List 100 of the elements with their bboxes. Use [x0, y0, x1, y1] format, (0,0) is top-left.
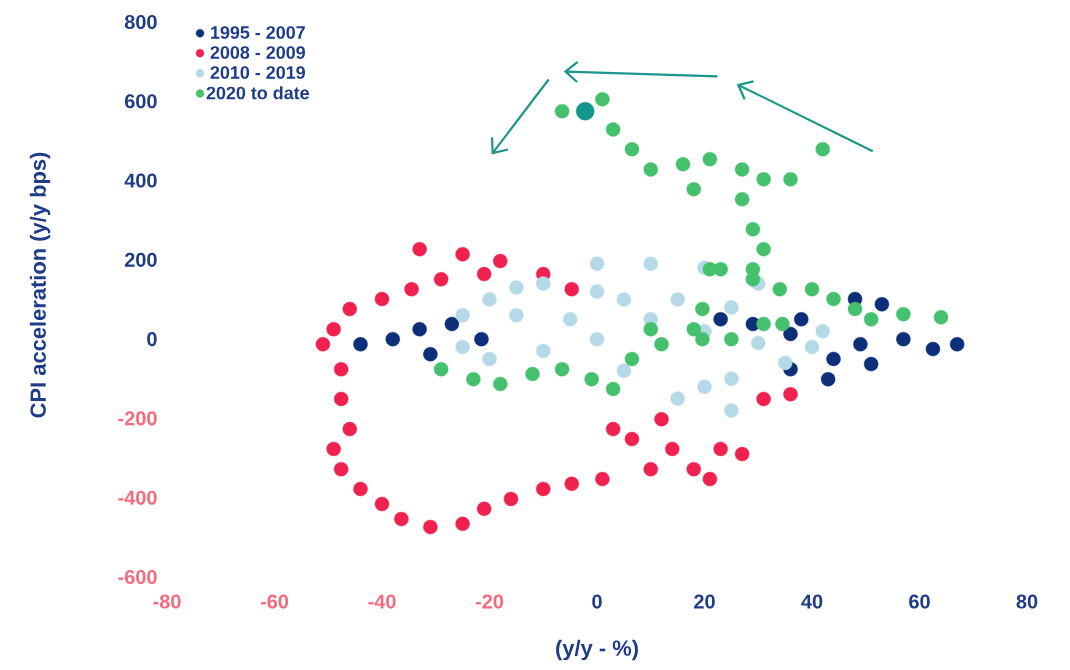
- point: [466, 371, 481, 387]
- point: [455, 339, 470, 355]
- point: [595, 92, 610, 107]
- point: [589, 331, 605, 347]
- point: [476, 501, 492, 516]
- point: [783, 387, 798, 402]
- point: [745, 272, 761, 287]
- point: [589, 284, 605, 299]
- point: [794, 312, 809, 327]
- point: [863, 312, 879, 327]
- point: [874, 297, 890, 312]
- point: [815, 142, 830, 157]
- point: [433, 362, 449, 377]
- x-tick-label: 40: [801, 594, 823, 609]
- point: [342, 421, 357, 437]
- point: [333, 391, 349, 407]
- point: [433, 272, 449, 287]
- x-tick-label: -20: [475, 594, 504, 609]
- point: [326, 441, 341, 457]
- point: [925, 341, 941, 357]
- point: [702, 151, 718, 167]
- point: [536, 481, 551, 497]
- point: [820, 371, 836, 387]
- point: [896, 306, 911, 322]
- point: [624, 142, 640, 157]
- point: [616, 292, 632, 307]
- point: [525, 366, 540, 382]
- point: [342, 301, 357, 317]
- y-tick-label: 400: [124, 173, 157, 188]
- point: [394, 511, 409, 527]
- point: [756, 172, 771, 187]
- point: [404, 281, 419, 297]
- point: [554, 362, 570, 377]
- y-axis-title: CPI acceleration (y/y bps): [29, 152, 51, 418]
- y-tick-label: 600: [124, 94, 157, 109]
- point: [554, 103, 570, 119]
- point: [702, 262, 718, 277]
- point: [745, 222, 761, 237]
- point: [423, 346, 438, 362]
- point: [815, 324, 830, 339]
- point: [476, 266, 492, 282]
- point: [847, 301, 863, 317]
- legend-label: 1995 - 2007: [211, 26, 305, 39]
- point: [775, 316, 790, 332]
- point: [686, 182, 701, 197]
- x-axis-title: (y/y - %): [556, 639, 638, 661]
- point: [589, 256, 605, 271]
- point: [713, 441, 728, 457]
- point: [654, 412, 669, 427]
- point: [665, 441, 680, 457]
- point: [444, 316, 460, 332]
- x-tick-label: 0: [592, 594, 602, 609]
- point: [686, 322, 701, 337]
- y-tick-label: 0: [147, 332, 157, 347]
- point: [853, 337, 868, 352]
- point: [863, 356, 879, 372]
- point: [333, 461, 349, 477]
- point: [670, 292, 685, 307]
- point: [412, 241, 427, 257]
- point: [595, 471, 610, 487]
- y-tick-label: 200: [124, 252, 157, 267]
- point: [734, 162, 750, 177]
- point: [564, 476, 579, 492]
- point: [455, 308, 470, 323]
- point: [724, 300, 739, 315]
- point: [605, 421, 621, 437]
- point: [493, 253, 508, 269]
- point: [686, 461, 701, 477]
- point: [584, 371, 599, 387]
- point: [724, 403, 739, 418]
- point: [697, 379, 712, 394]
- point: [756, 316, 771, 332]
- point: [756, 241, 771, 257]
- point: [455, 247, 470, 262]
- x-tick-label: -80: [153, 594, 181, 609]
- point: [654, 337, 669, 352]
- x-tick-label: -60: [260, 594, 289, 609]
- point: [624, 431, 640, 447]
- x-tick-label: -40: [368, 594, 396, 609]
- y-tick-label: -600: [118, 569, 157, 585]
- point: [575, 101, 595, 121]
- y-tick-label: -400: [118, 490, 157, 505]
- point: [751, 335, 766, 351]
- point: [826, 351, 841, 367]
- x-tick-label: 80: [1016, 594, 1038, 609]
- point: [643, 256, 658, 271]
- point: [713, 312, 728, 327]
- legend-label: 2008 - 2009: [210, 46, 305, 59]
- point: [493, 376, 508, 392]
- point: [772, 281, 787, 297]
- point: [643, 162, 658, 177]
- point: [777, 355, 793, 371]
- point: [412, 322, 427, 337]
- point: [536, 343, 551, 359]
- legend-label: 2020 to date: [206, 86, 310, 100]
- point: [326, 322, 341, 337]
- point: [315, 337, 331, 352]
- point: [509, 308, 524, 323]
- point: [643, 322, 658, 337]
- point: [643, 461, 658, 477]
